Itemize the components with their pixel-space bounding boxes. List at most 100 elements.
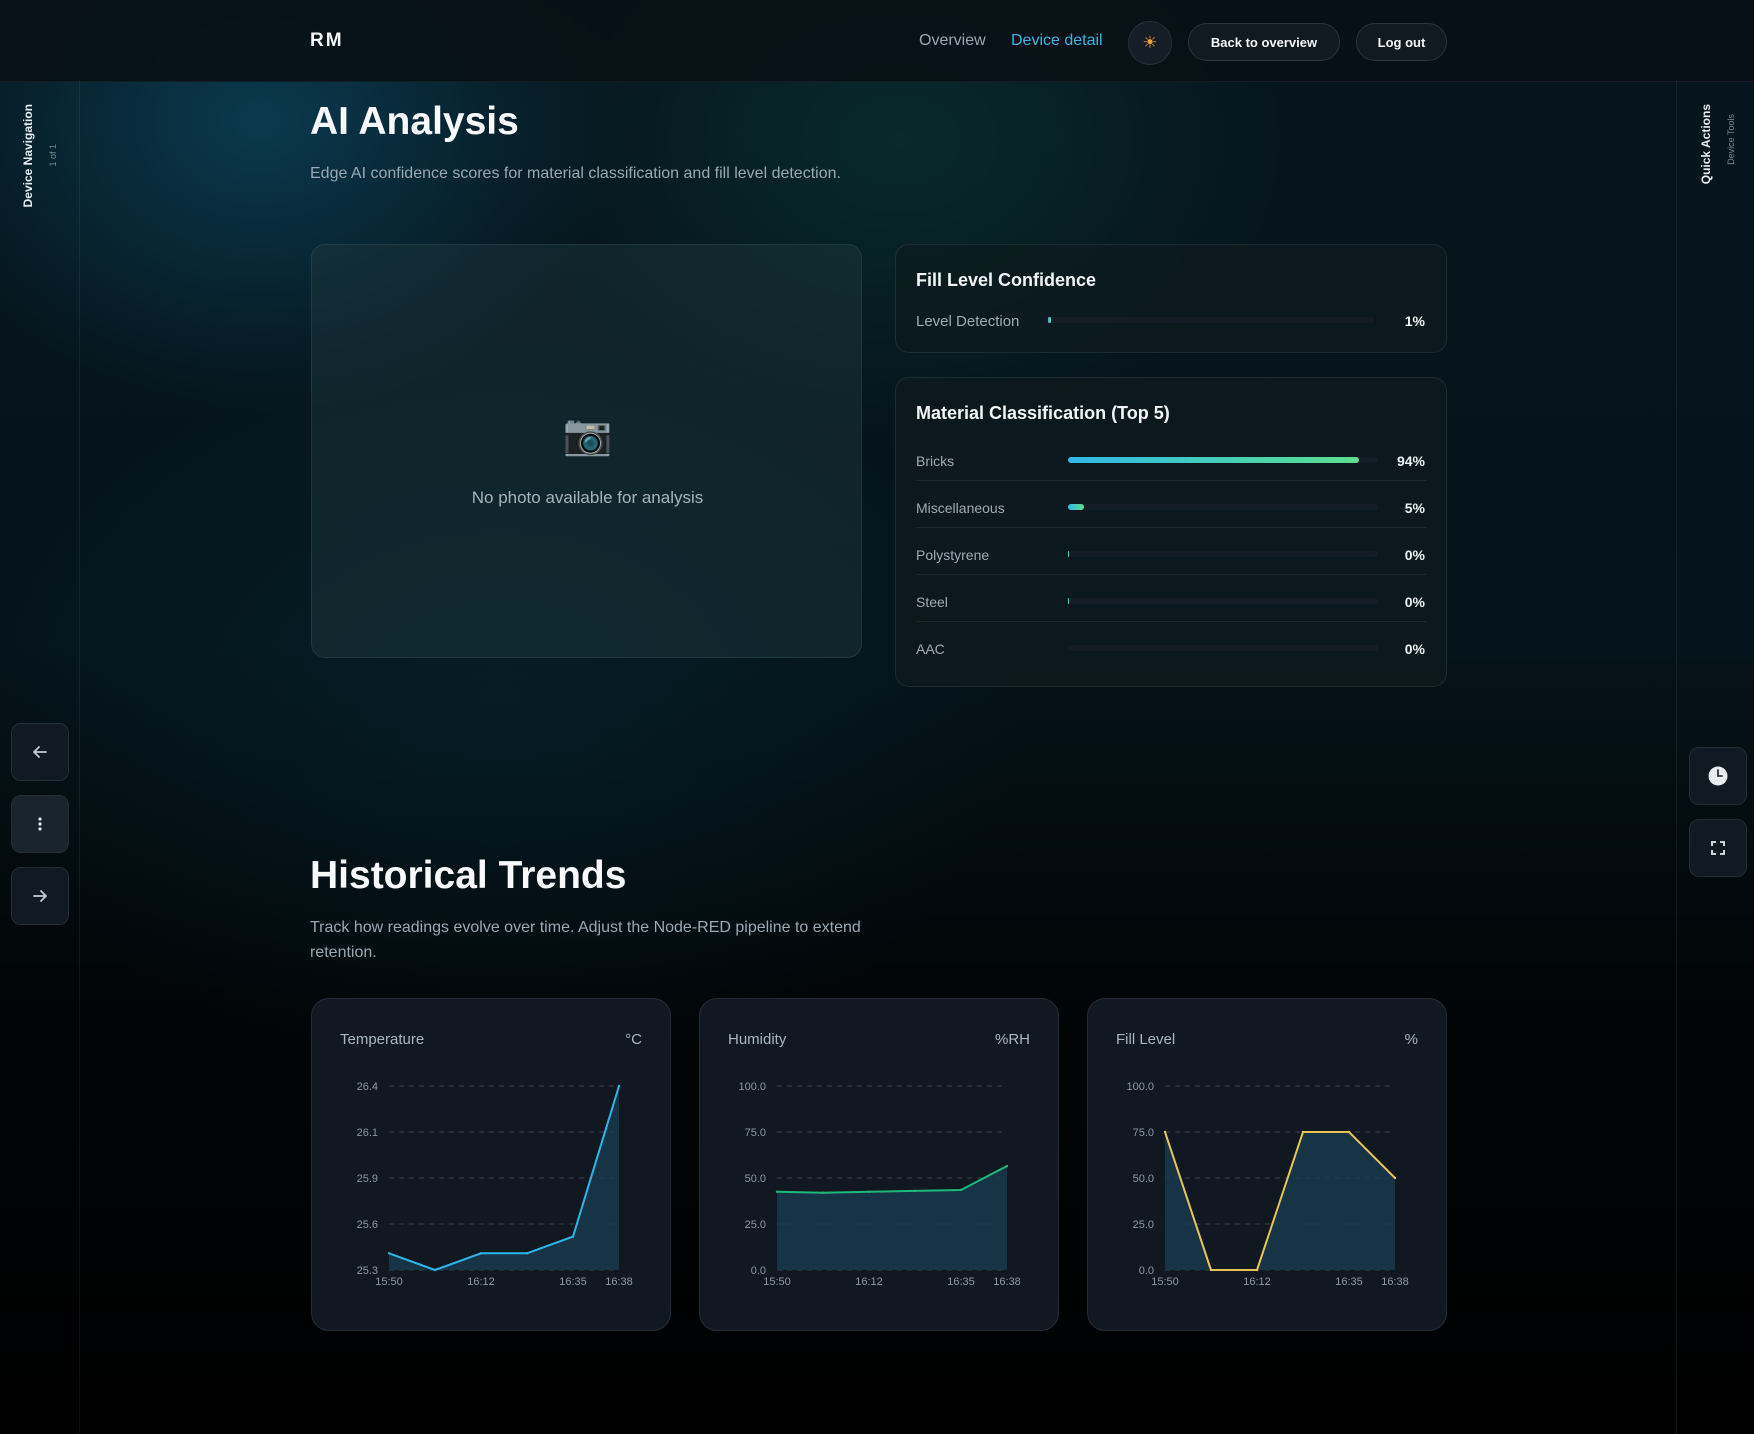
material-bar-fill	[1068, 457, 1360, 463]
x-tick-label: 16:35	[947, 1276, 975, 1288]
material-label: Polystyrene	[916, 547, 990, 563]
y-tick-label: 75.0	[1133, 1127, 1154, 1139]
data-point	[867, 1190, 871, 1193]
humidity-chart-card: Humidity %RH 100.0 75.0 50.0 25.0 0.0 15:50 16…	[699, 998, 1059, 1331]
data-point	[775, 1190, 779, 1193]
humidity-chart: 100.0 75.0 50.0 25.0 0.015:50 16:12 16:35 16:38	[738, 1081, 1020, 1288]
material-value: 0%	[1404, 547, 1425, 563]
chart-title: Temperature	[340, 1031, 425, 1048]
more-vertical-icon	[38, 817, 42, 831]
quick-actions-rail	[1676, 80, 1754, 1434]
material-bar	[1068, 504, 1378, 510]
data-point	[479, 1252, 483, 1255]
material-bar	[1068, 645, 1378, 651]
top-navigation: RM Overview Device detail ☀ Back to over…	[0, 0, 1754, 82]
nav-device-detail[interactable]: Device detail	[1011, 32, 1103, 49]
x-tick-label: 16:38	[1381, 1276, 1409, 1288]
device-navigation-counter: 1 of 1	[48, 144, 58, 167]
series-area	[777, 1166, 1007, 1270]
historical-trends-description: Track how readings evolve over time. Adj…	[310, 919, 861, 961]
data-point	[913, 1189, 917, 1193]
x-tick-label: 15:50	[375, 1276, 403, 1288]
data-point	[959, 1188, 963, 1192]
historical-trends-title: Historical Trends	[310, 854, 627, 897]
material-bar-fill	[1068, 551, 1069, 557]
chart-unit: %	[1404, 1031, 1418, 1048]
x-tick-label: 15:50	[763, 1276, 791, 1288]
y-tick-label: 50.0	[745, 1173, 766, 1185]
x-tick-label: 16:12	[855, 1276, 883, 1288]
material-label: Steel	[916, 594, 948, 610]
material-value: 0%	[1404, 594, 1425, 610]
material-value: 5%	[1404, 500, 1425, 516]
theme-toggle-button[interactable]: ☀	[1128, 21, 1172, 65]
fullscreen-icon	[1711, 841, 1725, 855]
y-tick-label: 25.9	[357, 1173, 378, 1185]
chart-unit: °C	[625, 1031, 642, 1048]
quick-actions-subtitle: Device Tools	[1726, 114, 1736, 165]
level-detection-label: Level Detection	[916, 313, 1020, 330]
material-bar-fill	[1068, 598, 1069, 604]
series-area	[389, 1086, 619, 1270]
data-point	[433, 1268, 437, 1272]
data-point	[1347, 1130, 1351, 1134]
material-bar	[1068, 551, 1378, 557]
x-tick-label: 15:50	[1151, 1276, 1179, 1288]
back-to-overview-button[interactable]: Back to overview	[1188, 23, 1340, 61]
y-tick-label: 25.6	[357, 1219, 378, 1231]
fill-level-chart: 100.0 75.0 50.0 25.0 0.015:50 16:12 16:35 16:38	[1126, 1081, 1409, 1288]
y-tick-label: 100.0	[1126, 1081, 1154, 1093]
y-tick-label: 26.1	[357, 1127, 378, 1139]
series-line	[1164, 1131, 1396, 1271]
camera-icon: 📷	[562, 413, 613, 457]
y-tick-label: 0.0	[751, 1265, 766, 1277]
nav-overview[interactable]: Overview	[919, 32, 986, 49]
brand-logo[interactable]: RM	[310, 30, 344, 51]
series-line	[388, 1085, 620, 1271]
no-photo-message: No photo available for analysis	[471, 488, 704, 507]
chart-title: Humidity	[728, 1031, 787, 1048]
x-tick-label: 16:12	[1243, 1276, 1271, 1288]
device-menu-button[interactable]	[11, 795, 69, 853]
fill-level-confidence-card: Fill Level Confidence Level Detection 1%	[895, 244, 1447, 353]
data-point	[571, 1235, 575, 1238]
x-tick-label: 16:12	[467, 1276, 495, 1288]
material-value: 0%	[1404, 641, 1425, 657]
level-detection-bar-fill	[1048, 317, 1052, 323]
next-device-button[interactable]	[11, 867, 69, 925]
material-classification-card: Material Classification (Top 5) Bricks 94…	[895, 377, 1447, 687]
y-tick-label: 25.0	[745, 1219, 766, 1231]
series-line	[776, 1165, 1008, 1194]
data-point	[1005, 1164, 1009, 1168]
history-button[interactable]	[1689, 747, 1747, 805]
fullscreen-button[interactable]	[1689, 819, 1747, 877]
material-value: 94%	[1396, 453, 1425, 469]
y-tick-label: 75.0	[745, 1127, 766, 1139]
y-tick-label: 100.0	[738, 1081, 766, 1093]
row-divider	[916, 527, 1426, 528]
sun-icon: ☀	[1142, 33, 1158, 52]
data-point	[617, 1084, 621, 1088]
level-detection-value: 1%	[1404, 313, 1425, 329]
x-tick-label: 16:35	[559, 1276, 587, 1288]
data-point	[1393, 1176, 1397, 1180]
analysis-photo-placeholder: 📷 No photo available for analysis	[311, 244, 862, 658]
row-divider	[916, 480, 1426, 481]
arrow-left-icon	[33, 746, 47, 758]
previous-device-button[interactable]	[11, 723, 69, 781]
y-tick-label: 50.0	[1133, 1173, 1154, 1185]
material-label: Bricks	[916, 453, 955, 469]
material-bar	[1068, 598, 1378, 604]
chart-unit: %RH	[994, 1031, 1030, 1048]
x-tick-label: 16:38	[605, 1276, 633, 1288]
material-bar	[1068, 457, 1378, 463]
logout-button[interactable]: Log out	[1356, 23, 1447, 61]
y-tick-label: 25.3	[357, 1265, 378, 1277]
arrow-right-icon	[33, 890, 47, 902]
y-tick-label: 0.0	[1139, 1265, 1154, 1277]
quick-actions-title: Quick Actions	[1699, 104, 1713, 185]
data-point	[1163, 1130, 1167, 1134]
material-label: Miscellaneous	[916, 500, 1005, 516]
material-label: AAC	[916, 641, 945, 657]
ai-analysis-description: Edge AI confidence scores for material c…	[310, 165, 841, 182]
